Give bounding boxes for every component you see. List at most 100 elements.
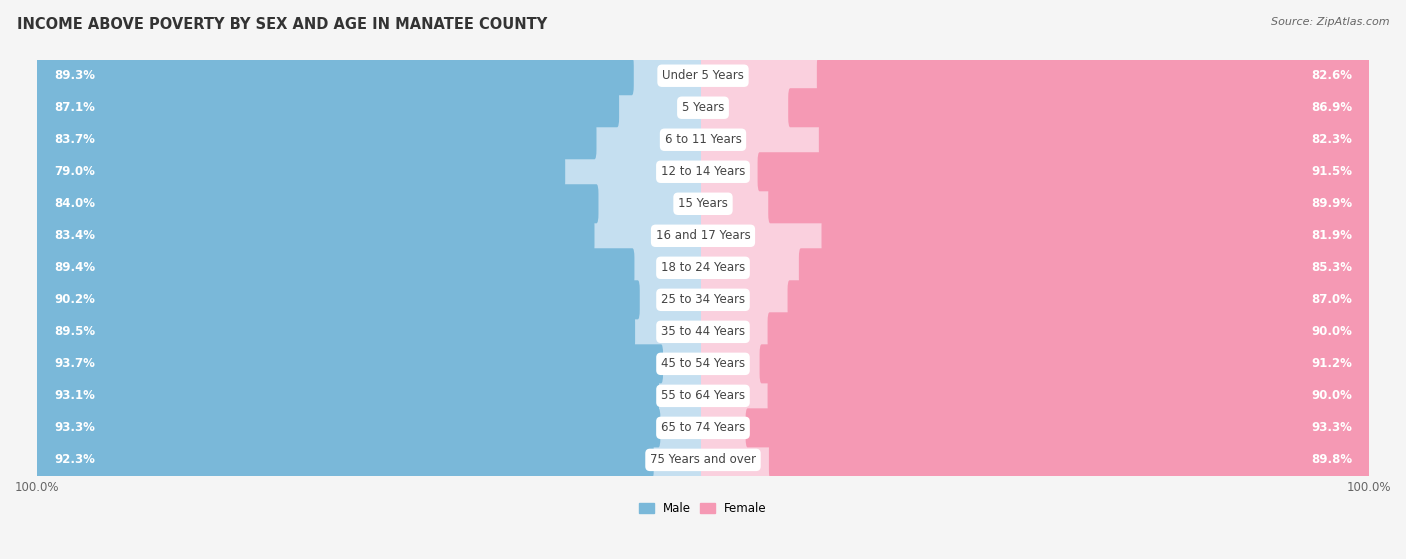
Text: 89.9%: 89.9% (1310, 197, 1353, 210)
FancyBboxPatch shape (702, 148, 1371, 196)
FancyBboxPatch shape (35, 83, 704, 132)
FancyBboxPatch shape (35, 339, 1371, 388)
Text: 84.0%: 84.0% (53, 197, 94, 210)
Text: 82.6%: 82.6% (1312, 69, 1353, 82)
FancyBboxPatch shape (768, 184, 1371, 223)
FancyBboxPatch shape (702, 244, 1371, 292)
FancyBboxPatch shape (821, 216, 1371, 255)
Text: 93.3%: 93.3% (53, 421, 94, 434)
FancyBboxPatch shape (35, 51, 704, 100)
Text: 85.3%: 85.3% (1312, 261, 1353, 274)
Text: 89.8%: 89.8% (1310, 453, 1353, 466)
FancyBboxPatch shape (35, 307, 704, 356)
FancyBboxPatch shape (35, 148, 1371, 196)
FancyBboxPatch shape (787, 280, 1371, 319)
FancyBboxPatch shape (35, 211, 1371, 260)
Text: 93.1%: 93.1% (53, 390, 94, 402)
Text: 83.4%: 83.4% (53, 229, 94, 242)
Text: 16 and 17 Years: 16 and 17 Years (655, 229, 751, 242)
FancyBboxPatch shape (768, 312, 1371, 352)
Text: 35 to 44 Years: 35 to 44 Years (661, 325, 745, 338)
FancyBboxPatch shape (702, 276, 1371, 324)
FancyBboxPatch shape (35, 344, 664, 383)
FancyBboxPatch shape (35, 312, 636, 352)
FancyBboxPatch shape (769, 440, 1371, 480)
FancyBboxPatch shape (35, 88, 619, 127)
Text: 93.7%: 93.7% (53, 357, 94, 371)
Text: 65 to 74 Years: 65 to 74 Years (661, 421, 745, 434)
Text: 89.4%: 89.4% (53, 261, 96, 274)
Text: 82.3%: 82.3% (1312, 133, 1353, 146)
Text: 18 to 24 Years: 18 to 24 Years (661, 261, 745, 274)
Legend: Male, Female: Male, Female (634, 498, 772, 520)
FancyBboxPatch shape (35, 435, 1371, 484)
FancyBboxPatch shape (758, 152, 1371, 191)
Text: Under 5 Years: Under 5 Years (662, 69, 744, 82)
FancyBboxPatch shape (35, 376, 659, 415)
Text: 83.7%: 83.7% (53, 133, 94, 146)
Text: 79.0%: 79.0% (53, 165, 94, 178)
Text: 55 to 64 Years: 55 to 64 Years (661, 390, 745, 402)
FancyBboxPatch shape (702, 307, 1371, 356)
FancyBboxPatch shape (35, 244, 704, 292)
FancyBboxPatch shape (35, 435, 704, 484)
FancyBboxPatch shape (35, 372, 1371, 420)
FancyBboxPatch shape (35, 83, 1371, 132)
FancyBboxPatch shape (702, 115, 1371, 164)
Text: 89.5%: 89.5% (53, 325, 96, 338)
FancyBboxPatch shape (702, 339, 1371, 388)
Text: 15 Years: 15 Years (678, 197, 728, 210)
Text: 6 to 11 Years: 6 to 11 Years (665, 133, 741, 146)
FancyBboxPatch shape (35, 216, 595, 255)
FancyBboxPatch shape (35, 56, 634, 95)
Text: 12 to 14 Years: 12 to 14 Years (661, 165, 745, 178)
Text: 91.5%: 91.5% (1312, 165, 1353, 178)
FancyBboxPatch shape (702, 83, 1371, 132)
FancyBboxPatch shape (759, 344, 1371, 383)
Text: 92.3%: 92.3% (53, 453, 94, 466)
FancyBboxPatch shape (35, 276, 704, 324)
FancyBboxPatch shape (35, 404, 1371, 452)
Text: INCOME ABOVE POVERTY BY SEX AND AGE IN MANATEE COUNTY: INCOME ABOVE POVERTY BY SEX AND AGE IN M… (17, 17, 547, 32)
FancyBboxPatch shape (702, 372, 1371, 420)
FancyBboxPatch shape (35, 440, 654, 480)
FancyBboxPatch shape (702, 179, 1371, 228)
FancyBboxPatch shape (789, 88, 1371, 127)
Text: 87.0%: 87.0% (1312, 293, 1353, 306)
FancyBboxPatch shape (35, 51, 1371, 100)
FancyBboxPatch shape (35, 339, 704, 388)
Text: 93.3%: 93.3% (1312, 421, 1353, 434)
Text: 87.1%: 87.1% (53, 101, 94, 114)
Text: 25 to 34 Years: 25 to 34 Years (661, 293, 745, 306)
Text: 86.9%: 86.9% (1310, 101, 1353, 114)
Text: 90.0%: 90.0% (1312, 325, 1353, 338)
Text: Source: ZipAtlas.com: Source: ZipAtlas.com (1271, 17, 1389, 27)
FancyBboxPatch shape (35, 115, 704, 164)
FancyBboxPatch shape (35, 152, 565, 191)
FancyBboxPatch shape (35, 179, 1371, 228)
Text: 91.2%: 91.2% (1312, 357, 1353, 371)
FancyBboxPatch shape (702, 404, 1371, 452)
FancyBboxPatch shape (35, 115, 1371, 164)
Text: 5 Years: 5 Years (682, 101, 724, 114)
FancyBboxPatch shape (35, 307, 1371, 356)
FancyBboxPatch shape (817, 56, 1371, 95)
FancyBboxPatch shape (35, 244, 1371, 292)
FancyBboxPatch shape (35, 280, 640, 319)
FancyBboxPatch shape (35, 408, 661, 447)
FancyBboxPatch shape (702, 211, 1371, 260)
Text: 75 Years and over: 75 Years and over (650, 453, 756, 466)
Text: 89.3%: 89.3% (53, 69, 94, 82)
FancyBboxPatch shape (35, 248, 634, 287)
Text: 90.0%: 90.0% (1312, 390, 1353, 402)
FancyBboxPatch shape (745, 408, 1371, 447)
FancyBboxPatch shape (702, 435, 1371, 484)
FancyBboxPatch shape (702, 51, 1371, 100)
Text: 90.2%: 90.2% (53, 293, 94, 306)
FancyBboxPatch shape (35, 184, 599, 223)
FancyBboxPatch shape (35, 120, 596, 159)
FancyBboxPatch shape (799, 248, 1371, 287)
FancyBboxPatch shape (35, 404, 704, 452)
FancyBboxPatch shape (35, 148, 704, 196)
Text: 81.9%: 81.9% (1312, 229, 1353, 242)
